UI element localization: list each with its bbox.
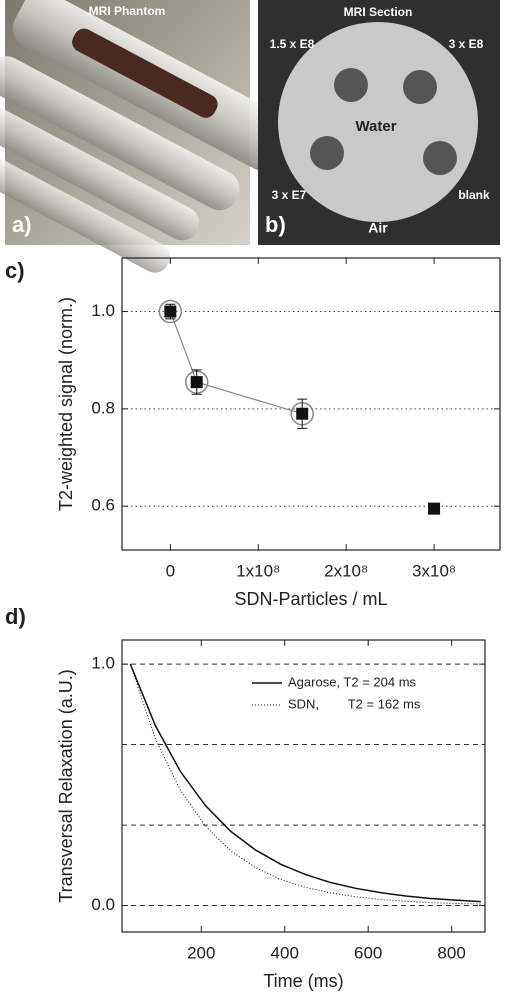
legend-label: Agarose, T2 = 204 ms [288, 674, 417, 689]
x-tick-label: 600 [354, 943, 382, 962]
y-tick-label: 0.0 [91, 895, 115, 914]
annotation: 1.5 x E8 [270, 37, 315, 51]
panel-label: c) [5, 258, 25, 283]
marker [190, 376, 203, 389]
series-line [129, 663, 481, 903]
y-axis-label: Transversal Relaxation (a.U.) [56, 669, 76, 902]
annotation: blank [458, 188, 490, 202]
series-line [129, 663, 481, 905]
photo-a: MRI Phantom a) [0, 0, 292, 273]
photo-title: MRI Section [344, 5, 413, 19]
y-tick-label: 1.0 [91, 654, 115, 673]
marker [296, 407, 309, 420]
x-tick-label: 400 [271, 943, 299, 962]
x-tick-label: 0 [166, 561, 175, 580]
x-axis-label: Time (ms) [263, 971, 343, 991]
panel-label: d) [5, 604, 26, 629]
x-axis-label: SDN-Particles / mL [234, 589, 387, 609]
photo-b: MRI Section 1.5 x E8 3 x E8 Water 3 x E7… [258, 0, 500, 245]
x-tick-label: 1x10⁸ [236, 561, 280, 580]
annotation: Water [355, 118, 396, 135]
legend-label: SDN, T2 = 162 ms [288, 696, 421, 711]
annotation: 3 x E7 [272, 188, 307, 202]
x-tick-label: 800 [437, 943, 465, 962]
x-tick-label: 3x10⁸ [412, 561, 456, 580]
x-tick-label: 2x10⁸ [324, 561, 368, 580]
marker [158, 299, 183, 324]
annotation: 3 x E8 [449, 37, 484, 51]
series-line [169, 311, 303, 415]
panel-label: b) [265, 212, 286, 237]
y-tick-label: 0.6 [91, 496, 115, 515]
photo-title: MRI Phantom [89, 4, 166, 18]
plot-frame [121, 257, 501, 551]
panel-label: a) [12, 212, 32, 237]
y-axis-label: T2-weighted signal (norm.) [56, 297, 76, 511]
marker [428, 502, 441, 515]
y-tick-label: 0.8 [91, 398, 115, 417]
plot-frame [121, 639, 486, 933]
x-tick-label: 200 [187, 943, 215, 962]
marker [164, 305, 177, 318]
y-tick-label: 1.0 [91, 301, 115, 320]
annotation: Air [368, 220, 388, 236]
